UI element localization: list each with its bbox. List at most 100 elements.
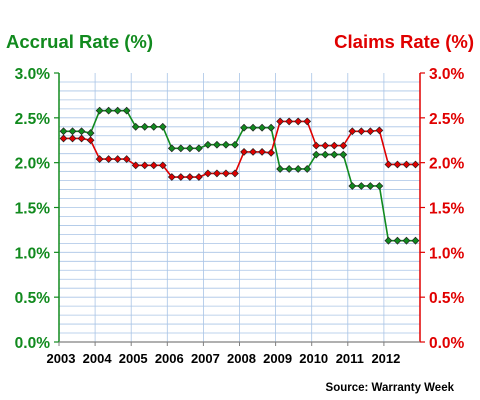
accrual-point bbox=[276, 165, 285, 173]
x-tick-label: 2004 bbox=[83, 351, 113, 366]
accrual-point bbox=[384, 236, 393, 245]
left-axis-title: Accrual Rate (%) bbox=[6, 31, 154, 52]
x-tick-label: 2009 bbox=[263, 351, 292, 366]
claims-point bbox=[113, 155, 122, 163]
claims-point bbox=[240, 148, 248, 156]
x-tick-label: 2008 bbox=[227, 351, 256, 366]
claims-point bbox=[267, 148, 275, 157]
claims-point bbox=[375, 126, 384, 135]
claims-point bbox=[95, 155, 104, 163]
left-tick-label: 2.0% bbox=[15, 156, 51, 173]
x-tick-label: 2010 bbox=[299, 351, 328, 366]
series-layer bbox=[59, 106, 420, 245]
claims-point bbox=[149, 161, 158, 170]
accrual-point bbox=[213, 140, 221, 149]
right-tick-label: 2.0% bbox=[429, 156, 465, 173]
claims-point bbox=[204, 169, 212, 178]
claims-point bbox=[185, 173, 194, 181]
left-tick-label: 1.0% bbox=[15, 245, 51, 262]
claims-point bbox=[131, 161, 140, 170]
left-tick-label: 2.5% bbox=[15, 111, 51, 128]
accrual-point bbox=[68, 127, 77, 136]
accrual-point bbox=[95, 106, 104, 115]
claims-point bbox=[167, 173, 176, 181]
accrual-point bbox=[285, 165, 294, 173]
accrual-point bbox=[185, 144, 194, 153]
claims-point bbox=[348, 127, 357, 136]
accrual-point bbox=[240, 123, 248, 132]
accrual-point bbox=[393, 236, 402, 245]
claims-point bbox=[104, 155, 113, 163]
claims-point bbox=[222, 169, 230, 178]
accrual-point bbox=[339, 150, 348, 159]
accrual-point bbox=[375, 182, 384, 190]
x-tick-label: 2011 bbox=[336, 351, 364, 366]
claims-point bbox=[140, 161, 149, 170]
claims-point bbox=[393, 160, 402, 169]
claims-point bbox=[411, 160, 420, 169]
accrual-point bbox=[231, 140, 239, 149]
claims-point bbox=[77, 134, 86, 143]
x-tick-label: 2007 bbox=[191, 351, 220, 366]
accrual-point bbox=[258, 123, 266, 132]
claims-point bbox=[285, 117, 294, 126]
claims-series-line bbox=[63, 120, 416, 178]
accrual-point bbox=[249, 123, 257, 132]
claims-point bbox=[68, 134, 77, 143]
accrual-point bbox=[140, 122, 149, 131]
accrual-point bbox=[167, 144, 176, 153]
claims-point bbox=[339, 141, 348, 150]
accrual-point bbox=[294, 165, 303, 173]
accrual-point bbox=[348, 182, 357, 190]
claims-point bbox=[213, 169, 221, 178]
accrual-point bbox=[131, 122, 140, 131]
right-axis-title: Claims Rate (%) bbox=[334, 31, 474, 52]
claims-point bbox=[231, 169, 239, 178]
claims-point bbox=[330, 141, 339, 150]
right-tick-label: 0.5% bbox=[429, 290, 465, 307]
x-tick-label: 2005 bbox=[119, 351, 148, 366]
left-axis-ticks: 0.0% 0.5% 1.0% 1.5% 2.0% 2.5% 3.0% bbox=[15, 66, 59, 352]
accrual-point bbox=[402, 236, 411, 245]
x-tick-label: 2003 bbox=[47, 351, 76, 366]
claims-point bbox=[258, 148, 266, 156]
left-tick-label: 0.0% bbox=[15, 335, 51, 352]
right-tick-label: 3.0% bbox=[429, 66, 465, 83]
right-axis-ticks: 0.0% 0.5% 1.0% 1.5% 2.0% 2.5% 3.0% bbox=[420, 66, 465, 352]
claims-point bbox=[122, 155, 131, 163]
claims-point bbox=[312, 141, 321, 150]
x-tick-label: 2006 bbox=[155, 351, 184, 366]
accrual-series-line bbox=[63, 109, 416, 242]
accrual-point bbox=[267, 123, 275, 132]
accrual-point bbox=[194, 144, 203, 153]
claims-point bbox=[366, 127, 375, 136]
accrual-point bbox=[158, 122, 167, 131]
left-tick-label: 1.5% bbox=[15, 201, 51, 218]
accrual-point bbox=[312, 150, 321, 159]
claims-point bbox=[321, 141, 330, 150]
accrual-point bbox=[204, 140, 212, 149]
accrual-point bbox=[303, 165, 312, 173]
accrual-point bbox=[122, 106, 131, 115]
claims-point bbox=[402, 160, 411, 169]
accrual-point bbox=[222, 140, 230, 149]
claims-point bbox=[276, 117, 285, 126]
claims-point bbox=[384, 160, 393, 169]
accrual-point bbox=[411, 236, 420, 245]
x-axis-ticks: 2003 2004 2005 2006 2007 2008 2009 2010 2011 2012 bbox=[47, 342, 400, 366]
right-tick-label: 0.0% bbox=[429, 335, 465, 352]
accrual-point bbox=[59, 127, 68, 136]
claims-point bbox=[176, 173, 185, 181]
accrual-point bbox=[321, 150, 330, 159]
claims-point bbox=[158, 161, 167, 170]
source-note: Source: Warranty Week bbox=[325, 382, 454, 394]
accrual-point bbox=[149, 122, 158, 131]
claims-point bbox=[357, 127, 366, 136]
claims-point bbox=[249, 148, 257, 156]
accrual-point bbox=[104, 106, 113, 115]
claims-point bbox=[86, 136, 95, 145]
claims-point bbox=[303, 117, 312, 126]
left-tick-label: 0.5% bbox=[15, 290, 51, 307]
right-tick-label: 2.5% bbox=[429, 111, 465, 128]
